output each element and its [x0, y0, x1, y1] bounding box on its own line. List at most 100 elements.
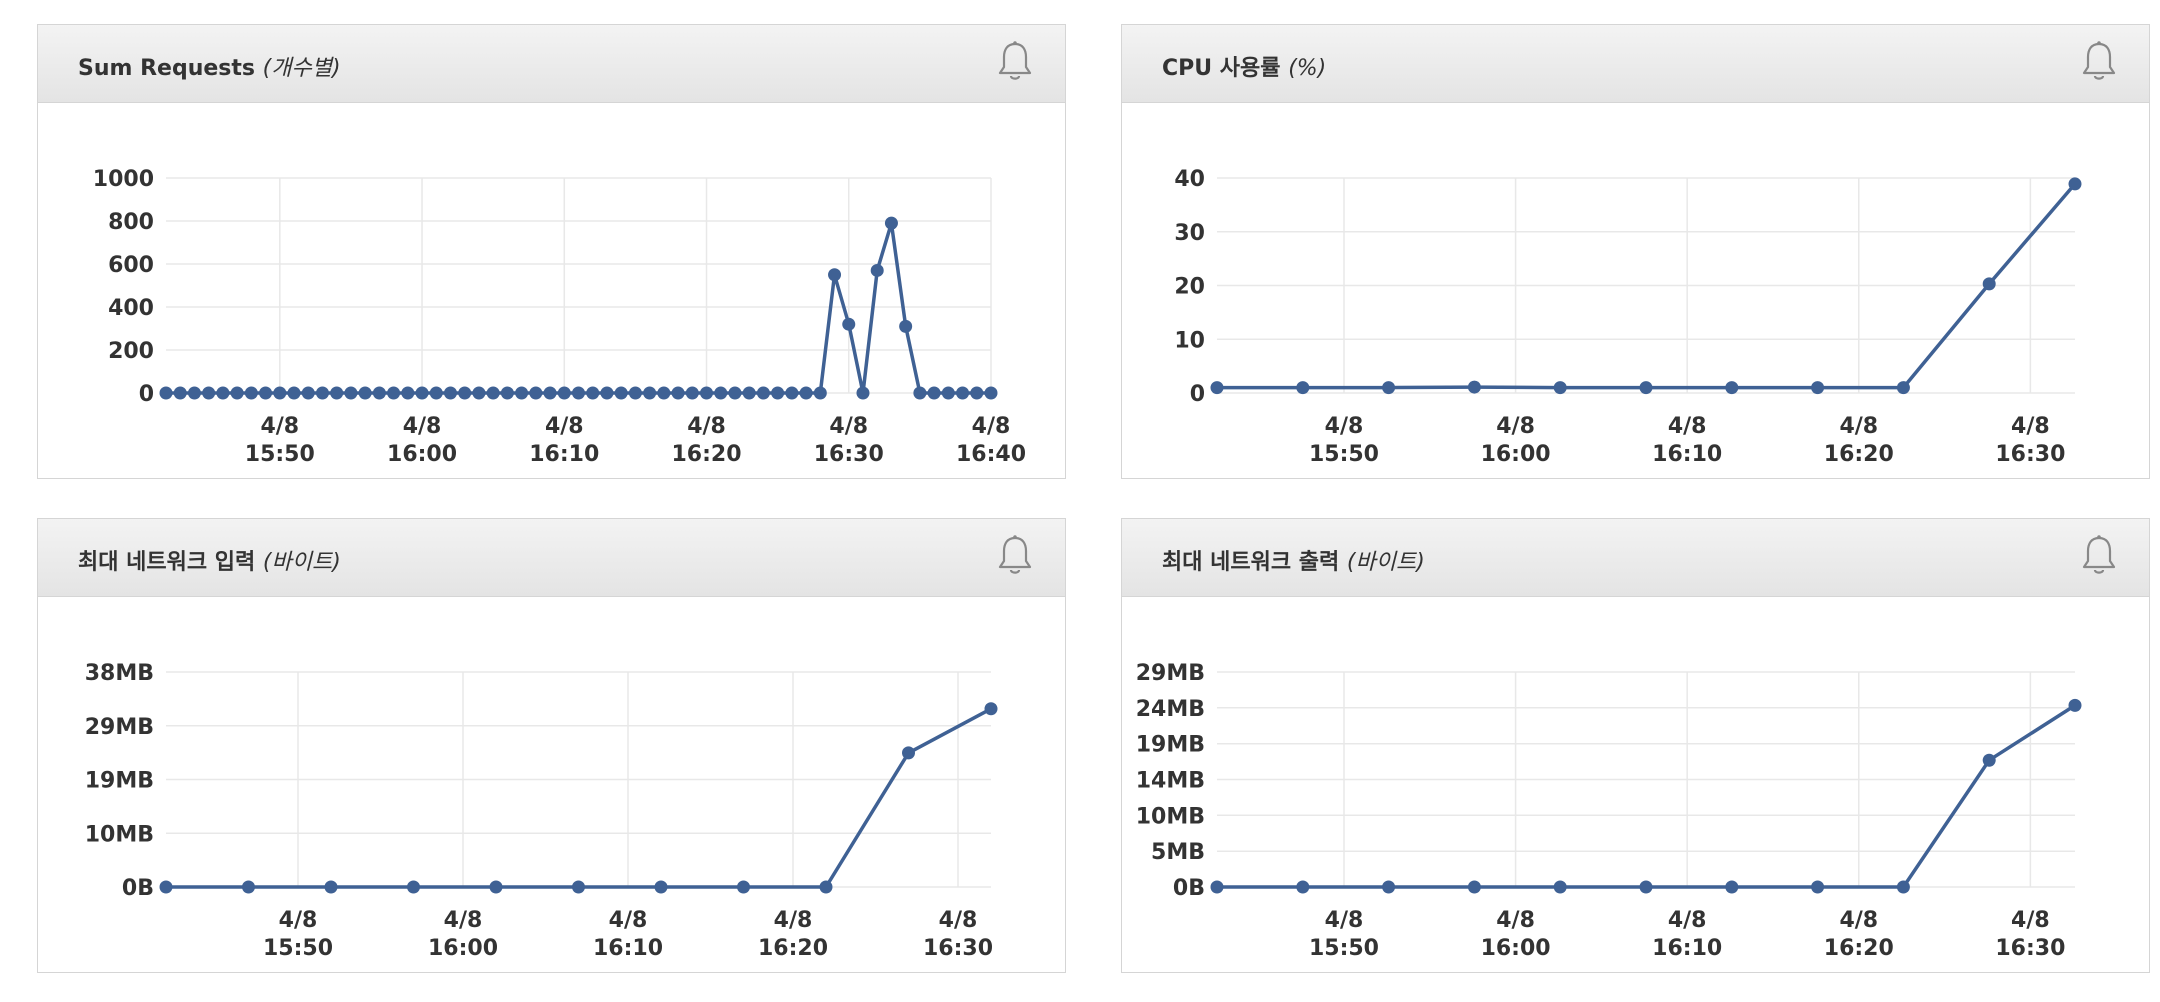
bell-icon[interactable]	[995, 40, 1035, 84]
y-tick-label: 5MB	[1151, 840, 1205, 865]
data-point	[657, 386, 671, 400]
x-tick-label-time: 16:20	[1824, 442, 1894, 467]
y-tick-label: 0	[139, 382, 154, 407]
panel-title: CPU 사용률 (%)	[1162, 50, 1326, 82]
panel-header: 최대 네트워크 입력 (바이트)	[38, 519, 1065, 597]
x-tick-label-time: 16:10	[1652, 442, 1722, 467]
bell-icon[interactable]	[2079, 534, 2119, 578]
panel-title: Sum Requests (개수별)	[78, 50, 341, 82]
x-tick-label-time: 16:00	[428, 936, 498, 961]
y-tick-label: 10MB	[1136, 804, 1205, 829]
y-tick-label: 200	[108, 339, 154, 364]
data-point	[1896, 381, 1910, 395]
data-point	[956, 386, 970, 400]
data-point	[1811, 381, 1825, 395]
data-point	[330, 386, 344, 400]
line-chart-sum-requests: 0 200 400 600 800 1000 4/8 15:50 4/8 16:00 4/8 16:1…	[93, 167, 1026, 467]
panel-title-unit: (바이트)	[1346, 550, 1425, 575]
y-tick-label: 0B	[1173, 876, 1205, 901]
data-point	[685, 386, 699, 400]
x-tick-label-time: 16:40	[956, 442, 1026, 467]
data-point	[1982, 277, 1996, 291]
data-point	[187, 386, 201, 400]
chart-panel-network-in: 최대 네트워크 입력 (바이트) 0B 10MB 19MB 29MB 38MB 4/8 15…	[37, 518, 1066, 973]
x-tick-label-time: 16:00	[387, 442, 457, 467]
bell-icon[interactable]	[2079, 40, 2119, 84]
panel-title-text: 최대 네트워크 출력	[1162, 550, 1340, 575]
data-point	[159, 386, 173, 400]
data-point	[756, 386, 770, 400]
x-tick-label-time: 16:00	[1481, 936, 1551, 961]
data-point	[173, 386, 187, 400]
data-point	[324, 880, 338, 894]
data-point	[671, 386, 685, 400]
data-point	[1210, 880, 1224, 894]
data-point	[799, 386, 813, 400]
x-tick-label-date: 4/8	[2011, 908, 2050, 933]
data-point	[242, 880, 255, 894]
data-point	[628, 386, 642, 400]
x-tick-label-time: 16:30	[814, 442, 884, 467]
data-point	[1639, 381, 1653, 395]
data-point	[415, 386, 429, 400]
data-point	[813, 386, 827, 400]
panel-title-text: CPU 사용률	[1162, 56, 1281, 81]
data-point	[1382, 880, 1396, 894]
data-point	[429, 386, 443, 400]
y-tick-label: 0B	[122, 876, 154, 901]
x-tick-label-date: 4/8	[260, 414, 299, 439]
data-point	[273, 386, 287, 400]
x-tick-label-date: 4/8	[1496, 414, 1535, 439]
data-point	[643, 386, 657, 400]
data-point	[230, 386, 244, 400]
bell-icon[interactable]	[995, 534, 1035, 578]
panel-title-unit: (%)	[1288, 56, 1327, 81]
x-tick-label-date: 4/8	[1668, 414, 1707, 439]
line-chart-network-out: 0B 5MB 10MB 14MB 19MB 24MB 29MB 4/8 15:50 4/8 16:0…	[1136, 661, 2082, 961]
series-line	[1217, 703, 2076, 889]
data-point	[543, 386, 557, 400]
y-tick-label: 800	[108, 210, 154, 235]
data-point	[586, 386, 600, 400]
data-point	[216, 386, 230, 400]
panel-title-unit: (개수별)	[262, 56, 341, 81]
data-point	[737, 880, 750, 894]
y-tick-label: 0	[1190, 382, 1205, 407]
y-tick-label: 29MB	[85, 715, 154, 740]
data-point	[984, 386, 998, 400]
x-tick-label-date: 4/8	[774, 908, 813, 933]
data-point	[856, 386, 870, 400]
data-point	[1725, 880, 1739, 894]
data-point	[315, 386, 329, 400]
data-point	[913, 386, 927, 400]
data-point	[902, 746, 915, 760]
data-point	[489, 880, 503, 894]
panel-title: 최대 네트워크 출력 (바이트)	[1162, 544, 1425, 576]
data-point	[443, 386, 457, 400]
x-tick-label-date: 4/8	[1325, 908, 1364, 933]
x-tick-label-time: 16:10	[529, 442, 599, 467]
panel-header: Sum Requests (개수별)	[38, 25, 1065, 103]
data-point	[344, 386, 358, 400]
data-point	[572, 386, 585, 400]
x-tick-label-time: 16:10	[593, 936, 663, 961]
data-point	[372, 386, 386, 400]
data-point	[927, 386, 941, 400]
data-point	[1639, 880, 1653, 894]
data-point	[700, 386, 714, 400]
x-tick-label-date: 4/8	[403, 414, 442, 439]
y-tick-label: 29MB	[1136, 661, 1205, 686]
y-tick-label: 40	[1174, 167, 1205, 192]
data-point	[486, 386, 500, 400]
x-tick-label-time: 16:20	[758, 936, 828, 961]
data-point	[728, 386, 742, 400]
data-point	[970, 386, 984, 400]
line-chart-cpu: 0 10 20 30 40 4/8 15:50 4/8 16:00 4/8 16:10 4/8 16:2…	[1174, 167, 2082, 467]
x-tick-label-date: 4/8	[1839, 908, 1878, 933]
data-point	[407, 880, 420, 894]
y-tick-label: 1000	[93, 167, 154, 192]
y-tick-label: 30	[1174, 221, 1205, 246]
y-tick-label: 20	[1174, 275, 1205, 300]
data-point	[500, 386, 514, 400]
y-tick-label: 24MB	[1136, 697, 1205, 722]
